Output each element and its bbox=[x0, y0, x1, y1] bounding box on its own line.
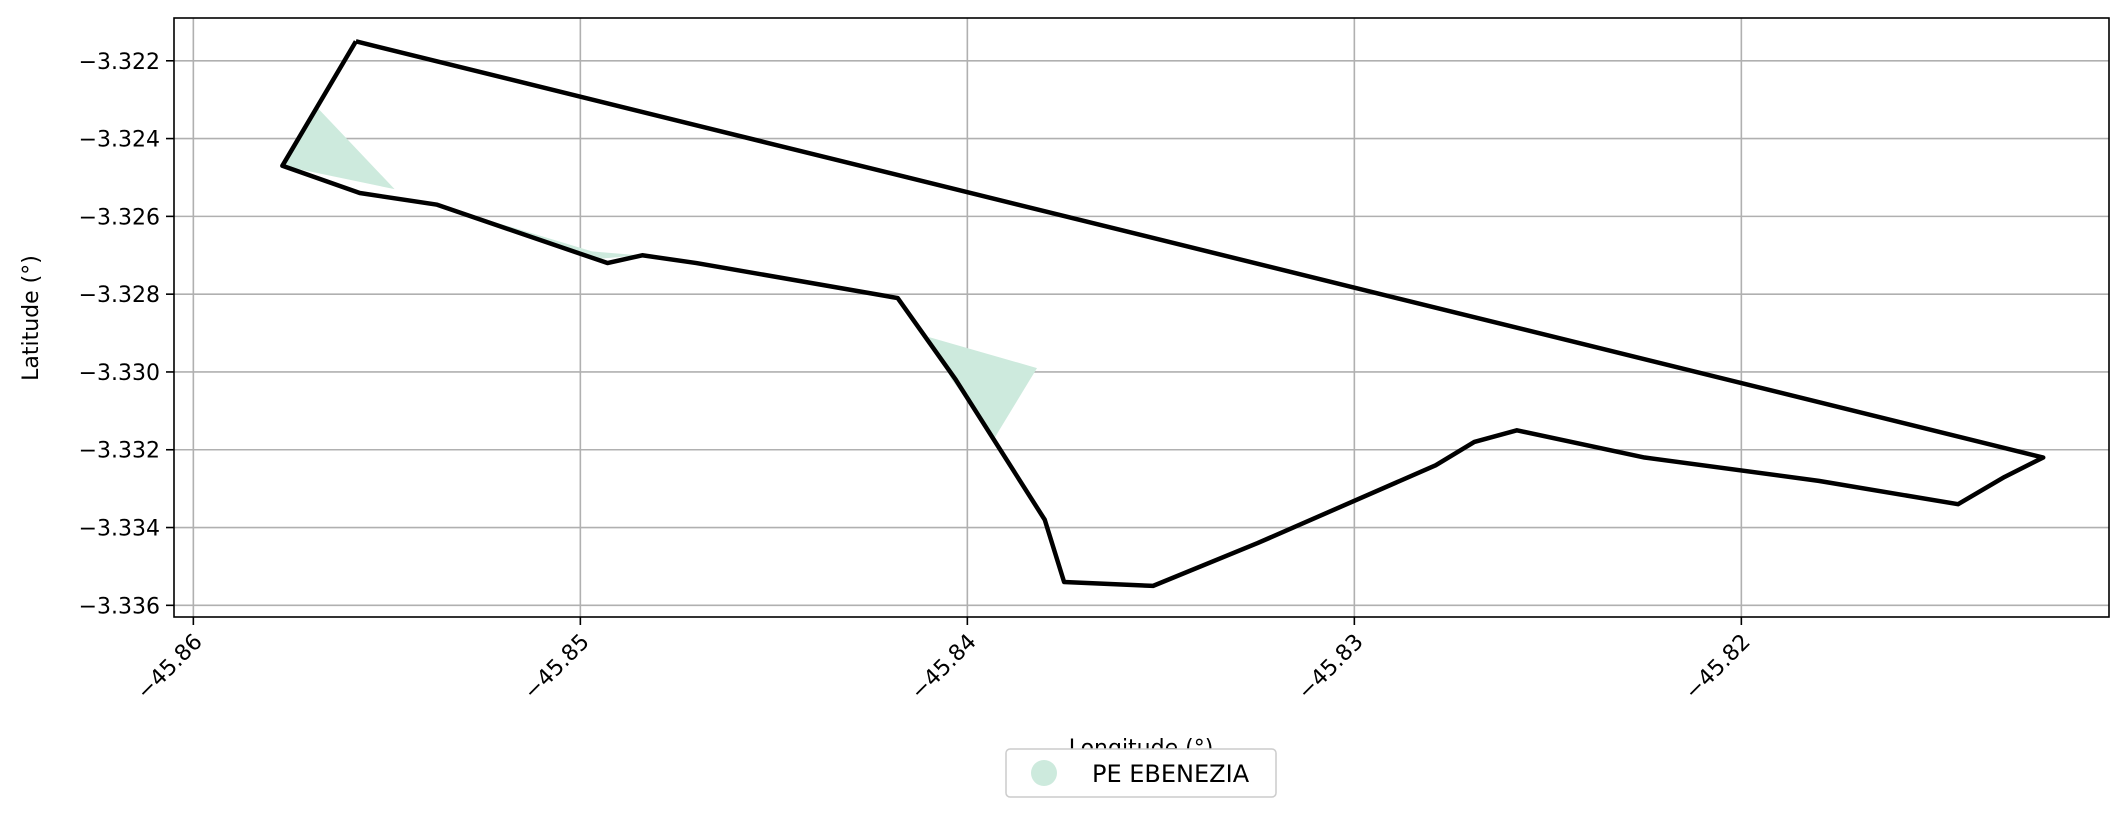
y-ticks: −3.322 −3.324 −3.326 −3.328 −3.330 −3.332 −3.3… bbox=[79, 50, 174, 619]
boundary-lines bbox=[280, 39, 2046, 589]
legend-label: PE EBENEZIA bbox=[1092, 760, 1250, 788]
legend-box bbox=[1005, 748, 1277, 798]
y-tick-label: −3.324 bbox=[79, 128, 160, 153]
area-fill-polygon bbox=[282, 107, 395, 190]
x-ticks: −45.86 −45.85 −45.84 −45.83 −45.82 bbox=[132, 617, 1756, 705]
area-fills bbox=[282, 107, 1038, 439]
legend: PE EBENEZIA bbox=[1005, 748, 1277, 798]
y-tick-label: −3.322 bbox=[79, 50, 160, 75]
x-tick-label: −45.86 bbox=[132, 630, 207, 705]
area-fill-polygon bbox=[928, 336, 1038, 439]
area-fill-polygon bbox=[475, 216, 639, 260]
x-tick-label: −45.84 bbox=[906, 630, 981, 705]
y-tick-label: −3.330 bbox=[79, 361, 160, 386]
y-tick-label: −3.326 bbox=[79, 205, 160, 230]
plot-frame bbox=[173, 17, 2110, 618]
y-tick-label: −3.336 bbox=[79, 594, 160, 619]
y-tick-label: −3.334 bbox=[79, 517, 160, 542]
y-axis-label: Latitude (°) bbox=[19, 255, 44, 381]
y-tick-label: −3.328 bbox=[79, 283, 160, 308]
x-tick-label: −45.85 bbox=[519, 630, 594, 705]
legend-marker bbox=[1031, 760, 1057, 786]
x-tick-label: −45.82 bbox=[1680, 630, 1755, 705]
x-tick-label: −45.83 bbox=[1293, 630, 1368, 705]
y-tick-label: −3.332 bbox=[79, 439, 160, 464]
boundary-line bbox=[280, 39, 2046, 589]
grid-lines bbox=[174, 18, 2109, 617]
